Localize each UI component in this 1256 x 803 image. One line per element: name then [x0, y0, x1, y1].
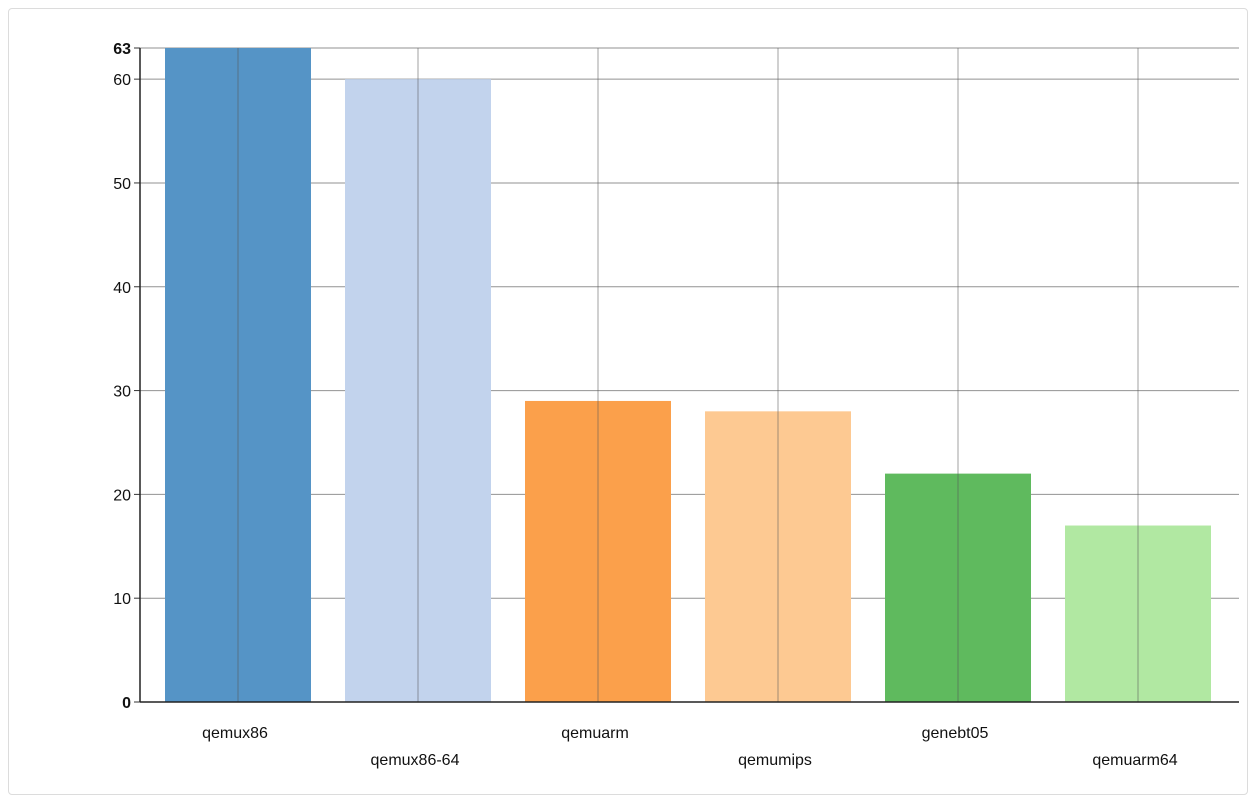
x-tick-label-qemux86-64: qemux86-64: [371, 752, 460, 769]
y-tick-label-0: 0: [122, 695, 131, 712]
y-tick-label-30: 30: [113, 384, 131, 401]
y-tick-label-63: 63: [113, 41, 131, 58]
x-tick-label-genebt05: genebt05: [922, 725, 989, 742]
grid: [140, 47, 1239, 599]
x-tick-label-qemux86: qemux86: [202, 725, 268, 742]
y-tick-label-20: 20: [113, 487, 131, 504]
y-tick-label-50: 50: [113, 176, 131, 193]
vertical-grid: [237, 48, 1139, 702]
x-tick-label-qemumips: qemumips: [738, 752, 812, 769]
labels: 0 10 20 30 40 50 60 63 qemux86 qemux86-64 qemuarm q…: [113, 41, 1178, 769]
y-tick-label-10: 10: [113, 591, 131, 608]
x-tick-label-qemuarm: qemuarm: [561, 725, 629, 742]
chart-panel: 0 10 20 30 40 50 60 63 qemux86 qemux86-64 qemuarm q…: [8, 8, 1248, 795]
axes: [134, 47, 1239, 703]
x-tick-label-qemuarm64: qemuarm64: [1092, 752, 1177, 769]
bar-chart: 0 10 20 30 40 50 60 63 qemux86 qemux86-64 qemuarm q…: [113, 41, 1239, 769]
bars: [165, 48, 1211, 702]
y-tick-label-60: 60: [113, 72, 131, 89]
y-tick-label-40: 40: [113, 280, 131, 297]
